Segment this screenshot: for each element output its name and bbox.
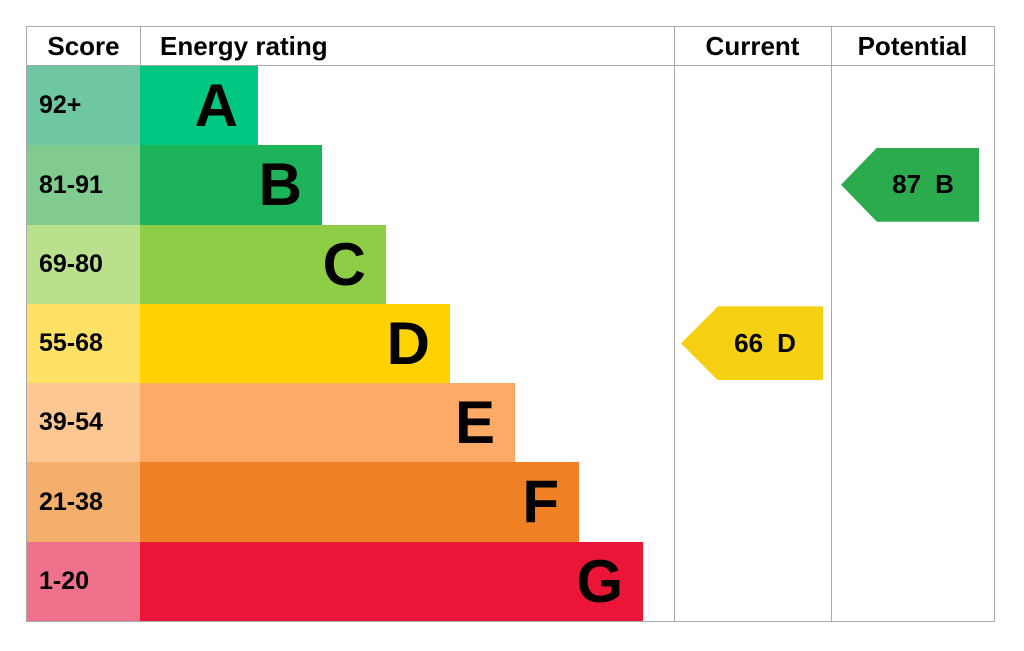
rating-bar-d: D xyxy=(140,304,450,383)
header-energy-rating: Energy rating xyxy=(160,31,328,61)
rating-bar-g: G xyxy=(140,542,643,621)
table-header-row: Score Energy rating Current Potential xyxy=(27,27,994,66)
current-rating-value: 66 xyxy=(734,327,764,358)
band-row-g: 1-20 G xyxy=(27,542,674,621)
rating-bar-c: C xyxy=(140,225,386,304)
header-score: Score xyxy=(47,31,120,61)
band-row-a: 92+ A xyxy=(27,66,674,145)
band-row-d: 55-68 D xyxy=(27,304,674,383)
potential-rating-value: 87 xyxy=(892,169,922,200)
score-range-f: 21-38 xyxy=(27,462,140,542)
divider-score-rating xyxy=(140,27,141,66)
header-potential: Potential xyxy=(857,31,968,61)
band-letter-a: A xyxy=(194,71,238,139)
band-row-f: 21-38 F xyxy=(27,462,674,542)
rating-bar-e: E xyxy=(140,383,515,462)
divider-rating-current xyxy=(674,27,675,621)
band-letter-b: B xyxy=(258,151,302,218)
epc-table: Score Energy rating Current Potential 92… xyxy=(26,26,995,622)
current-rating-letter: D xyxy=(777,327,796,358)
score-range-b: 81-91 xyxy=(27,145,140,225)
band-letter-e: E xyxy=(454,388,495,456)
current-rating-arrow: 66 D xyxy=(681,306,823,381)
rating-bar-a: A xyxy=(140,66,258,145)
header-current: Current xyxy=(705,31,800,61)
band-letter-c: C xyxy=(322,230,366,298)
rating-bar-f: F xyxy=(140,462,579,542)
score-range-c: 69-80 xyxy=(27,225,140,304)
score-range-e: 39-54 xyxy=(27,383,140,462)
band-letter-g: G xyxy=(576,547,623,615)
band-letter-d: D xyxy=(386,309,430,377)
divider-current-potential xyxy=(831,27,832,621)
rating-bar-b: B xyxy=(140,145,322,225)
score-range-g: 1-20 xyxy=(27,542,140,621)
band-row-e: 39-54 E xyxy=(27,383,674,462)
score-range-d: 55-68 xyxy=(27,304,140,383)
band-letter-f: F xyxy=(522,468,559,535)
band-row-c: 69-80 C xyxy=(27,225,674,304)
band-row-b: 81-91 B xyxy=(27,145,674,225)
potential-rating-arrow: 87 B xyxy=(841,147,979,222)
score-range-a: 92+ xyxy=(27,66,140,145)
potential-rating-letter: B xyxy=(935,169,954,200)
